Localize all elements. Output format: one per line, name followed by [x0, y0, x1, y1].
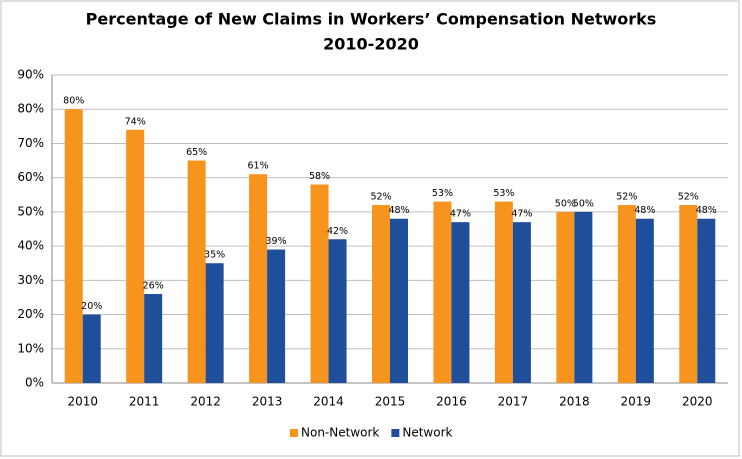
value-label: 48%: [696, 205, 717, 216]
x-tick-label: 2018: [559, 395, 590, 409]
bar: [451, 222, 470, 383]
bar: [187, 160, 206, 383]
x-tick-label: 2016: [436, 395, 467, 409]
bar: [126, 129, 145, 383]
value-label: 53%: [493, 188, 514, 199]
bar: [512, 222, 531, 383]
y-tick-label: 90%: [17, 68, 44, 82]
bar: [82, 314, 101, 383]
value-label: 58%: [309, 171, 330, 182]
y-tick-label: 20%: [17, 307, 44, 321]
value-label: 48%: [634, 205, 655, 216]
x-tick-label: 2015: [375, 395, 406, 409]
value-label: 65%: [186, 147, 207, 158]
y-tick-label: 40%: [17, 239, 44, 253]
legend-label: Network: [402, 426, 452, 440]
x-tick-label: 2010: [67, 395, 98, 409]
chart-title: Percentage of New Claims in Workers’ Com…: [86, 10, 657, 29]
legend-swatch: [290, 429, 298, 437]
bar: [617, 205, 636, 383]
bar: [267, 249, 286, 383]
y-tick-label: 0%: [25, 376, 44, 390]
bar: [310, 184, 329, 383]
bar: [679, 205, 698, 383]
x-tick-label: 2011: [129, 395, 160, 409]
x-tick-label: 2012: [190, 395, 221, 409]
bar: [556, 211, 575, 383]
bar: [64, 109, 83, 383]
y-tick-label: 50%: [17, 204, 44, 218]
value-label: 61%: [248, 161, 269, 172]
value-label: 47%: [511, 209, 532, 220]
value-label: 74%: [125, 116, 146, 127]
value-label: 80%: [63, 96, 84, 107]
value-label: 48%: [388, 205, 409, 216]
value-label: 47%: [450, 209, 471, 220]
value-label: 52%: [370, 192, 391, 203]
value-label: 35%: [204, 250, 225, 261]
y-tick-label: 60%: [17, 170, 44, 184]
y-tick-label: 80%: [17, 102, 44, 116]
value-label: 20%: [81, 301, 102, 312]
value-label: 53%: [432, 188, 453, 199]
legend-label: Non-Network: [301, 426, 379, 440]
bar: [249, 174, 268, 383]
value-label: 42%: [327, 226, 348, 237]
value-label: 39%: [266, 236, 287, 247]
value-label: 50%: [573, 198, 594, 209]
y-tick-label: 70%: [17, 136, 44, 150]
chart-subtitle: 2010-2020: [323, 35, 419, 54]
x-tick-label: 2019: [621, 395, 652, 409]
y-tick-label: 10%: [17, 341, 44, 355]
bar: [144, 294, 163, 383]
y-tick-label: 30%: [17, 273, 44, 287]
bar: [635, 218, 654, 383]
value-label: 52%: [616, 192, 637, 203]
bar: [494, 201, 513, 383]
bar: [697, 218, 716, 383]
legend-swatch: [391, 429, 400, 437]
bar: [328, 239, 347, 383]
x-tick-label: 2014: [313, 395, 344, 409]
value-label: 52%: [678, 192, 699, 203]
bar: [390, 218, 408, 383]
bar: [372, 205, 390, 383]
x-tick-label: 2020: [682, 395, 713, 409]
bar: [433, 201, 452, 383]
bar: [574, 211, 593, 383]
value-label: 50%: [555, 198, 576, 209]
bar: [205, 263, 224, 383]
x-tick-label: 2017: [498, 395, 529, 409]
value-label: 26%: [143, 281, 164, 292]
x-tick-label: 2013: [252, 395, 283, 409]
